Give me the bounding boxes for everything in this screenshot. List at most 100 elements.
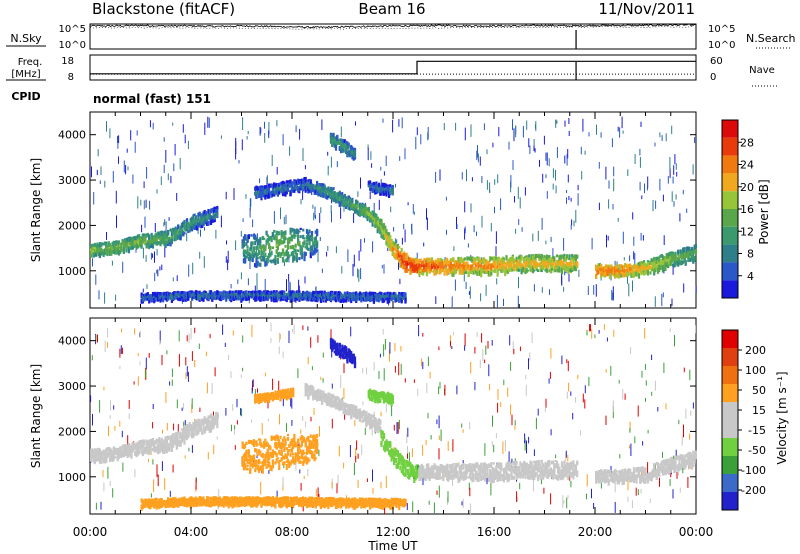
scatter-cell-1 (285, 250, 288, 257)
scatter-cell-7 (260, 291, 263, 294)
power-colorbar-label: Power [dB] (757, 179, 771, 244)
scatter-speck (412, 501, 414, 513)
scatter-cell-1 (241, 245, 244, 248)
scatter-cell-6 (679, 249, 682, 254)
scatter-cell-6 (654, 267, 657, 272)
scatter-cell-5 (442, 268, 445, 272)
scatter-speck (304, 165, 306, 170)
scatter-cell-5 (470, 257, 473, 262)
scatter-speck (370, 151, 372, 160)
scatter-cell-7 (370, 292, 373, 296)
scatter-cell-7 (340, 295, 343, 300)
scatter-cell-5 (435, 265, 439, 271)
scatter-speck (122, 462, 124, 472)
scatter-speck (477, 153, 479, 163)
scatter-cell-7 (244, 290, 247, 295)
scatter-speck (330, 205, 332, 214)
scatter-speck (383, 344, 385, 357)
scatter-speck (515, 228, 517, 234)
scatter-cell-5 (574, 254, 577, 257)
scatter-speck (242, 117, 244, 130)
scatter-cell-5 (442, 265, 445, 270)
scatter-cell-0 (170, 230, 173, 236)
scatter-cell-7 (221, 295, 224, 301)
scatter-speck (549, 289, 550, 295)
scatter-cell-0 (194, 215, 197, 221)
scatter-speck (641, 370, 643, 378)
scatter-cell-5 (467, 271, 470, 278)
scatter-speck (612, 204, 614, 210)
scatter-cell-7 (257, 290, 261, 294)
scatter-cell-1 (288, 254, 291, 258)
scatter-cell-7 (203, 296, 206, 299)
scatter-speck (227, 259, 229, 271)
scatter-speck (588, 376, 590, 387)
scatter-cell-7 (350, 295, 353, 299)
scatter-speck (378, 199, 380, 210)
scatter-cell-5 (548, 255, 551, 259)
scatter-cell-2 (343, 193, 346, 198)
scatter-speck (335, 246, 337, 254)
scatter-cell-1 (269, 246, 272, 251)
scatter-cell-2 (285, 184, 288, 190)
scatter-speck (264, 279, 266, 291)
scatter-cell-5 (566, 254, 569, 259)
scatter-cell-0 (216, 207, 219, 214)
scatter-speck (510, 362, 512, 371)
scatter-speck (644, 328, 646, 339)
scatter-speck (230, 371, 232, 379)
scatter-cell-7 (400, 292, 403, 296)
scatter-cell-2 (386, 240, 389, 244)
scatter-speck (272, 378, 274, 390)
scatter-speck (519, 197, 521, 209)
scatter-cell-0 (198, 220, 201, 224)
scatter-speck (145, 255, 147, 262)
scatter-cell-5 (515, 261, 518, 267)
scatter-cell-7 (206, 296, 209, 301)
scatter-cell-0 (216, 212, 219, 215)
scatter-cell-0 (209, 217, 213, 222)
scatter-cell-1 (276, 233, 279, 236)
scatter-cell-5 (539, 263, 542, 268)
scatter-cell-7 (266, 295, 269, 301)
scatter-cell-6 (677, 261, 680, 267)
scatter-cell-7 (319, 290, 322, 293)
scatter-cell-1 (276, 231, 279, 235)
scatter-speck (249, 260, 251, 270)
scatter-speck (683, 283, 685, 293)
scatter-cell-1 (304, 252, 307, 256)
scatter-cell-7 (370, 297, 373, 302)
scatter-cell-6 (602, 272, 605, 276)
scatter-cell-7 (148, 297, 151, 304)
scatter-speck (264, 121, 265, 129)
scatter-cell-7 (365, 292, 368, 297)
scatter-cell-7 (286, 293, 290, 298)
scatter-cell-2 (276, 185, 279, 192)
scatter-cell-7 (294, 293, 297, 298)
scatter-cell-7 (179, 297, 182, 302)
scatter-cell-0 (196, 225, 199, 231)
scatter-speck (622, 130, 624, 134)
scatter-cell-1 (256, 252, 259, 256)
scatter-speck (566, 359, 568, 364)
scatter-cell-4 (377, 182, 381, 188)
scatter-cell-4 (376, 185, 379, 189)
scatter-cell-5 (564, 257, 567, 263)
scatter-cell-1 (289, 245, 292, 250)
scatter-cell-7 (260, 292, 263, 297)
scatter-cell-6 (617, 268, 620, 273)
scatter-cell-7 (194, 290, 197, 295)
scatter-speck (514, 420, 516, 426)
scatter-cell-7 (336, 292, 339, 295)
scatter-cell-4 (379, 189, 382, 196)
scatter-speck (110, 400, 111, 411)
scatter-cell-2 (316, 182, 319, 186)
scatter-cell-0 (183, 232, 186, 235)
scatter-cell-5 (439, 270, 442, 274)
scatter-cell-7 (177, 297, 180, 301)
scatter-cell-2 (326, 189, 329, 193)
scatter-cell-7 (371, 292, 374, 296)
scatter-cell-5 (568, 262, 571, 267)
scatter-cell-7 (271, 291, 274, 295)
scatter-cell-0 (141, 234, 144, 238)
